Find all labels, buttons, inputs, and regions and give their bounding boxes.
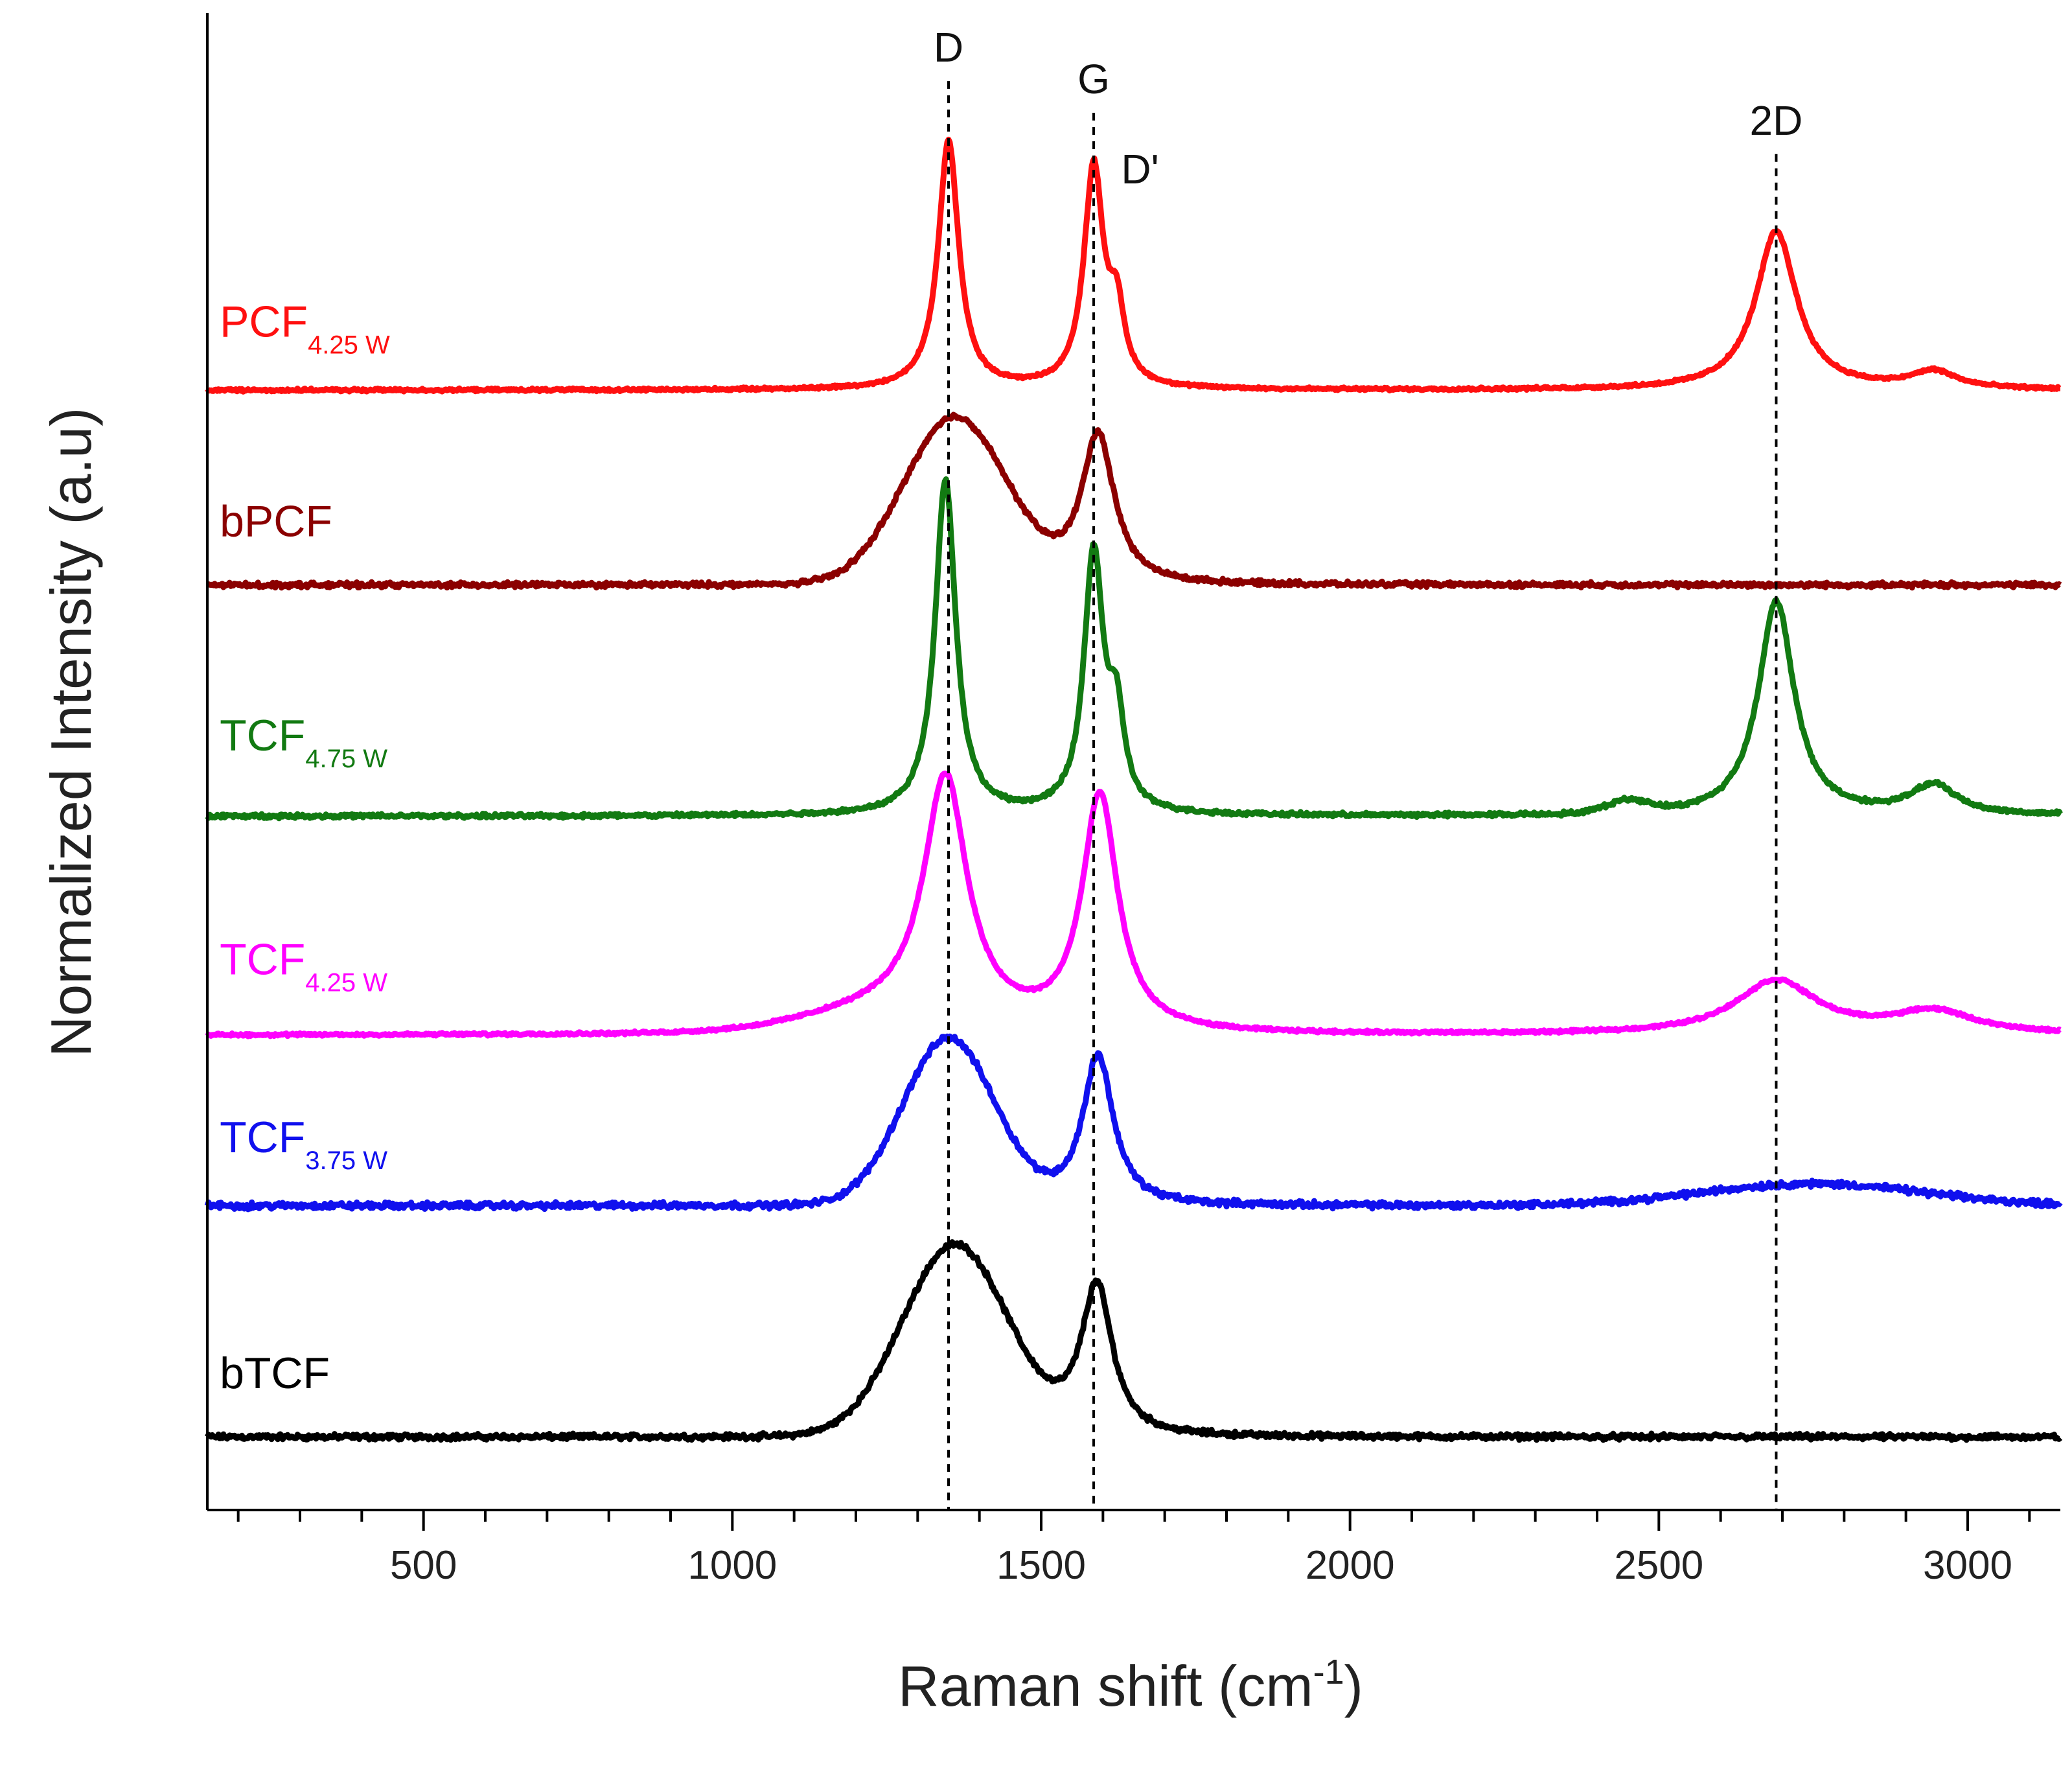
x-tick-label: 3000 xyxy=(1923,1543,2012,1588)
series-label-bpcf: bPCF xyxy=(220,497,332,546)
x-tick-label: 2000 xyxy=(1306,1543,1395,1588)
series-label-pcf4-25-w: PCF4.25 W xyxy=(220,297,390,360)
x-tick-label: 1500 xyxy=(996,1543,1086,1588)
series-layer xyxy=(204,136,2063,1443)
x-tick-label: 1000 xyxy=(687,1543,777,1588)
peak-label-g: G xyxy=(1077,56,1110,102)
series-label-tcf3-75-w: TCF3.75 W xyxy=(220,1113,387,1175)
series-label-btcf: bTCF xyxy=(220,1349,330,1398)
series-line-tcf4-25-w xyxy=(205,771,2062,1040)
series-line-btcf xyxy=(205,1239,2063,1443)
series-line-bpcf xyxy=(205,412,2062,591)
series-label-tcf4-25-w: TCF4.25 W xyxy=(220,935,387,997)
axis-layer: 500 1000 1500 2000 2500 3000 xyxy=(206,13,2060,1588)
x-axis-title-sup: -1 xyxy=(1313,1653,1344,1691)
x-tick-label: 500 xyxy=(390,1543,457,1588)
x-tick-label: 2500 xyxy=(1614,1543,1703,1588)
x-axis-title: Raman shift (cm-1) xyxy=(898,1653,1363,1718)
series-line-tcf4-75-w xyxy=(205,476,2063,822)
label-layer: bTCF TCF3.75 W TCF4.25 W TCF4.75 W bPCF PCF4.… xyxy=(220,297,390,1399)
x-axis-title-suffix: ) xyxy=(1344,1654,1363,1718)
y-axis-title: Normalized Intensity (a.u) xyxy=(39,408,103,1058)
peak-marker-layer: D GD' 2D xyxy=(934,24,1802,1510)
series-label-tcf4-75-w: TCF4.75 W xyxy=(220,711,387,773)
peak-label-2d: 2D xyxy=(1750,97,1803,144)
x-axis-title-main: Raman shift (cm xyxy=(898,1654,1313,1718)
series-line-tcf3-75-w xyxy=(204,1033,2063,1213)
peak-label-d-prime: D' xyxy=(1121,146,1158,192)
series-line-pcf4-25-w xyxy=(205,136,2062,395)
peak-label-d: D xyxy=(934,24,963,71)
